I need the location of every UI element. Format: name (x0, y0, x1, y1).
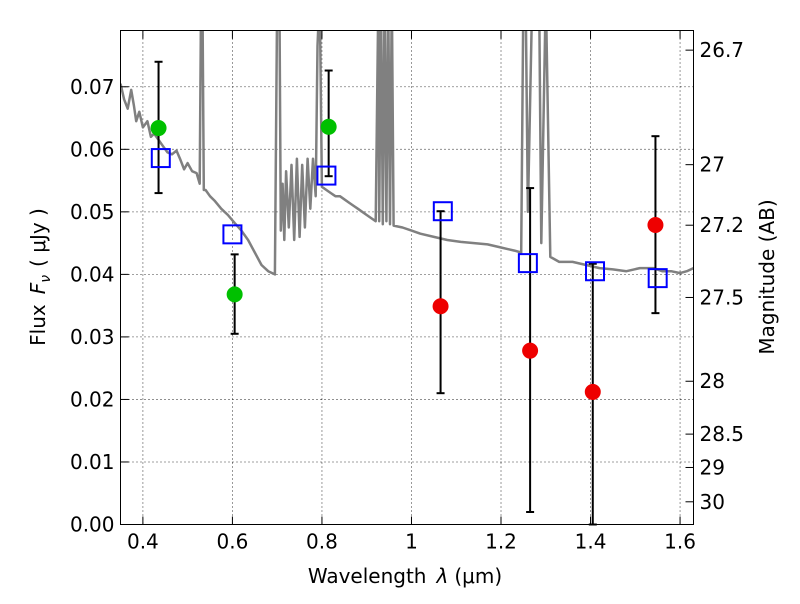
model-photometry-point (517, 253, 538, 274)
model-photometry-point (316, 165, 337, 186)
y-tick-label: 0.02 (70, 387, 115, 411)
x-tick-label: 1 (405, 530, 418, 554)
x-tick-label: 1.6 (664, 530, 696, 554)
grid-layer (120, 30, 694, 525)
y2-tick-label: 28.5 (700, 422, 745, 446)
y2-tick-label: 27 (700, 153, 725, 177)
nondetection-point (522, 342, 539, 359)
x-axis-label: Wavelength λ (μm) (308, 564, 502, 588)
y-tick-label: 0.03 (70, 325, 115, 349)
points-layer (150, 118, 668, 400)
x-tick-label: 0.8 (306, 530, 338, 554)
y-tick-label: 0.04 (70, 262, 115, 286)
model-photometry-point (647, 268, 668, 289)
detection-point (150, 120, 167, 137)
model-photometry-point (585, 261, 606, 282)
model-photometry-point (150, 148, 171, 169)
x-tick-label: 0.6 (217, 530, 249, 554)
y2-tick-label: 27.5 (700, 285, 745, 309)
y-axis-label-var: F (26, 282, 50, 294)
model-photometry-point (432, 201, 453, 222)
x-axis-label-var: λ (436, 564, 449, 588)
x-axis-label-prefix: Wavelength (308, 564, 427, 588)
y-tick-label: 0.06 (70, 137, 115, 161)
model-photometry-point (222, 224, 243, 245)
nondetection-point (647, 216, 664, 233)
ticks-layer: 0.4 0.6 0.8 1 1.2 1.4 1.6 0.00 0.01 0.02 0.03 0.04 0… (70, 30, 745, 554)
y-tick-label: 0.01 (70, 450, 115, 474)
y-tick-label: 0.05 (70, 200, 115, 224)
x-tick-label: 0.4 (127, 530, 159, 554)
y2-axis-label: Magnitude (AB) (755, 199, 779, 354)
y-axis-label: Flux Fν ( μJy ) (26, 208, 54, 346)
y-axis-label-unit: ( μJy ) (26, 208, 50, 267)
y2-tick-label: 27.2 (700, 213, 745, 237)
x-tick-label: 1.4 (575, 530, 607, 554)
y2-tick-label: 30 (700, 490, 725, 514)
y-tick-label: 0.07 (70, 75, 115, 99)
y2-tick-label: 26.7 (700, 38, 745, 62)
y2-tick-label: 28 (700, 369, 725, 393)
y-axis-label-sub: ν (38, 275, 54, 283)
x-tick-label: 1.2 (485, 530, 517, 554)
y2-tick-label: 29 (700, 455, 725, 479)
labels-layer: Wavelength λ (μm) Flux Fν ( μJy ) Magnitude … (26, 199, 779, 588)
detection-point (320, 118, 337, 135)
plot-frame (120, 30, 694, 525)
y-axis-label-prefix: Flux (26, 304, 50, 346)
model-spectrum-line (120, 30, 694, 276)
nondetection-point (432, 298, 449, 315)
y-tick-label: 0.00 (70, 513, 115, 537)
model-spectrum-layer (120, 30, 694, 276)
x-axis-label-unit: (μm) (454, 564, 502, 588)
nondetection-point (584, 383, 601, 400)
detection-point (226, 286, 243, 303)
